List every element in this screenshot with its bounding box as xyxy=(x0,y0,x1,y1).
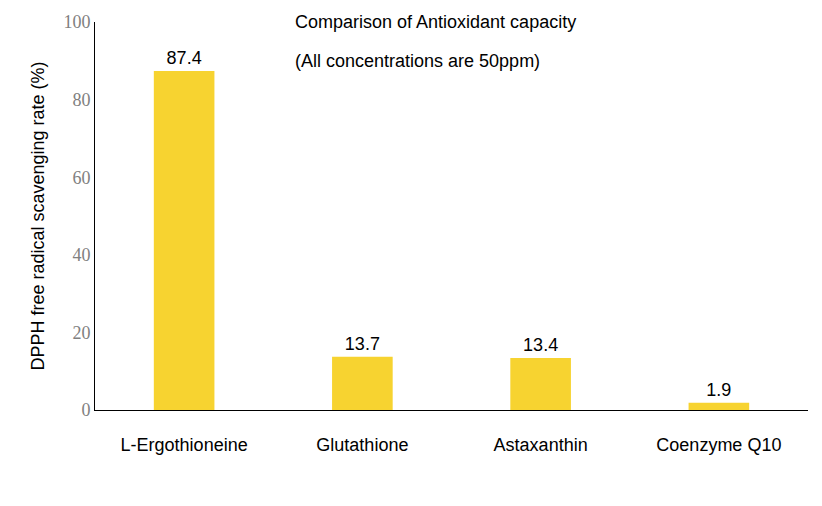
svg-text:Comparison of Antioxidant capa: Comparison of Antioxidant capacity xyxy=(295,12,576,32)
svg-text:L-Ergothioneine: L-Ergothioneine xyxy=(121,435,248,455)
svg-text:Astaxanthin: Astaxanthin xyxy=(494,435,588,455)
svg-text:Glutathione: Glutathione xyxy=(316,435,408,455)
svg-text:0: 0 xyxy=(81,400,90,420)
svg-text:87.4: 87.4 xyxy=(167,48,202,68)
svg-text:40: 40 xyxy=(72,245,90,265)
svg-text:80: 80 xyxy=(72,90,90,110)
svg-text:100: 100 xyxy=(63,12,90,32)
svg-text:Coenzyme Q10: Coenzyme Q10 xyxy=(656,435,781,455)
svg-text:13.4: 13.4 xyxy=(523,335,558,355)
svg-text:DPPH free radical scavenging r: DPPH free radical scavenging rate (%) xyxy=(28,61,48,370)
svg-text:1.9: 1.9 xyxy=(706,380,731,400)
svg-text:(All concentrations are 50ppm): (All concentrations are 50ppm) xyxy=(295,51,540,71)
svg-text:13.7: 13.7 xyxy=(345,334,380,354)
svg-text:60: 60 xyxy=(72,168,90,188)
svg-text:20: 20 xyxy=(72,323,90,343)
